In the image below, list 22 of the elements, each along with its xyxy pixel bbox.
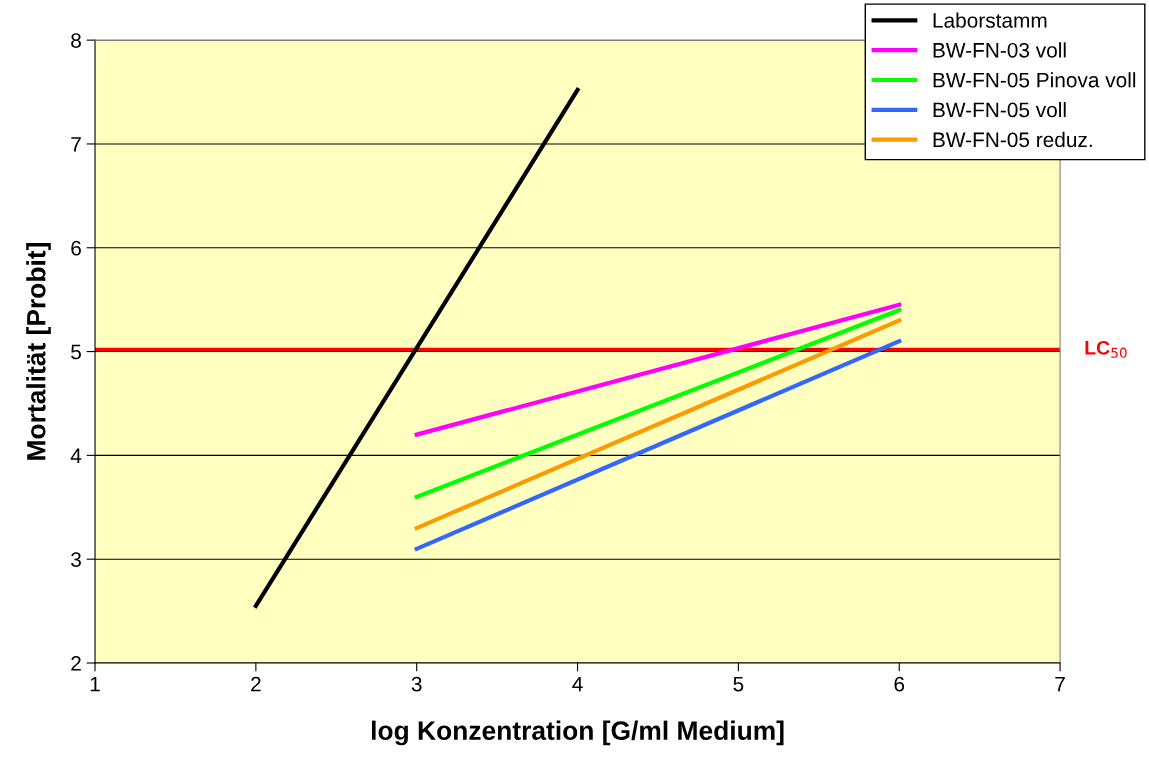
y-tick-label: 8 <box>71 33 81 48</box>
x-tick-label: 1 <box>90 676 100 692</box>
legend-label: BW-FN-03 voll <box>933 42 1066 58</box>
x-tick-label: 3 <box>411 676 422 692</box>
legend-label: BW-FN-05 Pinova voll <box>933 72 1136 88</box>
y-tick-label: 2 <box>71 655 81 671</box>
y-tick-label: 6 <box>71 240 81 256</box>
y-axis-title: Mortalität [Probit] <box>26 243 51 460</box>
legend-label: Laborstamm <box>933 12 1047 28</box>
ref-line-label: LC$_{50}$ <box>1085 340 1127 358</box>
y-tick-label: 4 <box>70 448 82 463</box>
x-axis-title: log Konzentration [G/ml Medium] <box>371 720 784 746</box>
x-tick-label: 4 <box>572 676 583 692</box>
x-tick-label: 2 <box>251 676 261 692</box>
legend-label: BW-FN-05 reduz. <box>933 131 1092 148</box>
x-tick-label: 5 <box>733 676 744 692</box>
x-tick-label: 7 <box>1055 676 1065 692</box>
y-tick-label: 5 <box>71 344 81 360</box>
x-tick-label: 6 <box>894 676 905 692</box>
legend-label: BW-FN-05 voll <box>933 102 1066 118</box>
y-tick-label: 7 <box>71 137 81 152</box>
y-tick-label: 3 <box>71 552 81 567</box>
